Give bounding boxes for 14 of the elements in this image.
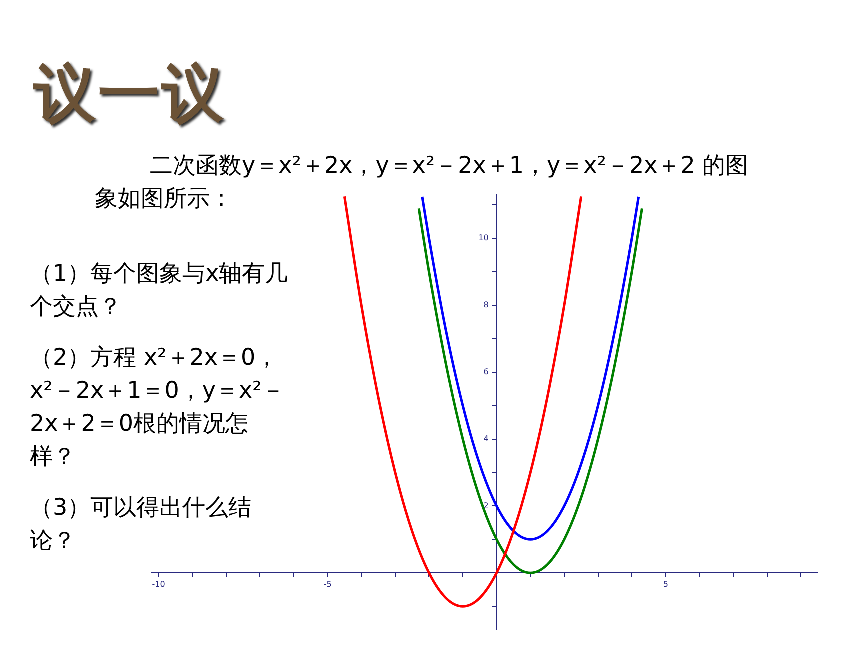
- x-tick-label: -10: [152, 580, 166, 589]
- x-tick-label: -5: [324, 580, 332, 589]
- line-series: [343, 195, 583, 608]
- y-tick-label: 2: [484, 501, 489, 510]
- annotation: （3）可以得出什么结论？: [30, 494, 253, 556]
- annotation: （1）每个图象与x轴有几个交点？: [30, 260, 290, 322]
- annotation: （2）方程 x²＋2x＝0，x²－2x＋1＝0，y＝x²－2x＋2＝0根的情况怎样？: [30, 344, 286, 472]
- y-tick-label: 4: [484, 434, 489, 444]
- chart-title: 议一议: [34, 56, 226, 132]
- y-tick-label: 8: [484, 300, 489, 310]
- y-tick-label: 6: [484, 367, 489, 376]
- x-tick-label: 5: [663, 580, 668, 589]
- annotation: 二次函数y＝x²＋2x，y＝x²－2x＋1，y＝x²－2x＋2 的图象如图所示：: [95, 152, 750, 214]
- y-tick-label: 10: [478, 234, 489, 243]
